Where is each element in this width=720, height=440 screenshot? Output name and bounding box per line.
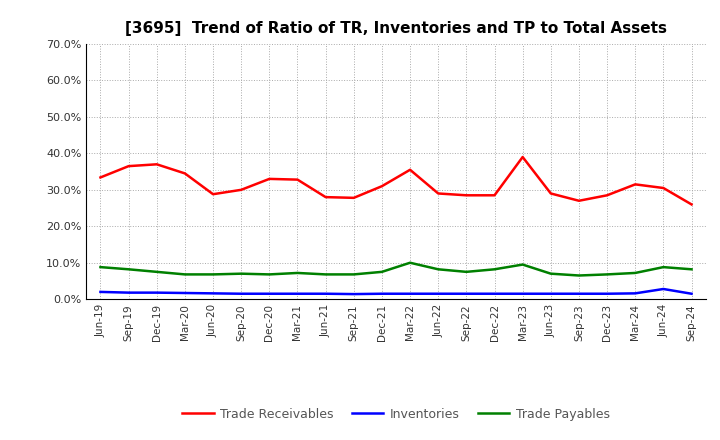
Inventories [490, 291, 499, 297]
Trade Payables [349, 272, 358, 277]
Trade Receivables [603, 193, 611, 198]
Inventories [462, 291, 471, 297]
Trade Payables [265, 272, 274, 277]
Trade Receivables [631, 182, 639, 187]
Inventories [659, 286, 667, 292]
Inventories [209, 291, 217, 296]
Trade Receivables [125, 164, 133, 169]
Trade Receivables [321, 194, 330, 200]
Inventories [518, 291, 527, 297]
Trade Receivables [153, 161, 161, 167]
Inventories [406, 291, 415, 297]
Trade Receivables [518, 154, 527, 160]
Trade Payables [293, 270, 302, 275]
Inventories [153, 290, 161, 295]
Legend: Trade Receivables, Inventories, Trade Payables: Trade Receivables, Inventories, Trade Pa… [177, 403, 615, 425]
Trade Receivables [96, 175, 105, 180]
Inventories [575, 291, 583, 297]
Trade Receivables [687, 202, 696, 207]
Trade Receivables [349, 195, 358, 201]
Trade Receivables [546, 191, 555, 196]
Trade Receivables [181, 171, 189, 176]
Trade Payables [490, 267, 499, 272]
Trade Payables [462, 269, 471, 275]
Trade Payables [321, 272, 330, 277]
Trade Payables [377, 269, 386, 275]
Inventories [546, 291, 555, 297]
Trade Payables [546, 271, 555, 276]
Inventories [377, 291, 386, 297]
Title: [3695]  Trend of Ratio of TR, Inventories and TP to Total Assets: [3695] Trend of Ratio of TR, Inventories… [125, 21, 667, 36]
Trade Receivables [406, 167, 415, 172]
Trade Payables [687, 267, 696, 272]
Trade Payables [125, 267, 133, 272]
Trade Receivables [237, 187, 246, 192]
Line: Trade Receivables: Trade Receivables [101, 157, 691, 205]
Inventories [96, 289, 105, 294]
Inventories [434, 291, 443, 297]
Trade Receivables [659, 185, 667, 191]
Trade Payables [181, 272, 189, 277]
Trade Receivables [462, 193, 471, 198]
Trade Payables [96, 264, 105, 270]
Inventories [265, 291, 274, 297]
Trade Payables [603, 272, 611, 277]
Line: Inventories: Inventories [101, 289, 691, 294]
Inventories [321, 291, 330, 297]
Inventories [349, 291, 358, 297]
Trade Receivables [434, 191, 443, 196]
Trade Payables [209, 272, 217, 277]
Trade Receivables [293, 177, 302, 182]
Line: Trade Payables: Trade Payables [101, 263, 691, 275]
Trade Payables [153, 269, 161, 275]
Inventories [603, 291, 611, 297]
Trade Payables [631, 270, 639, 275]
Trade Receivables [377, 183, 386, 189]
Inventories [125, 290, 133, 295]
Trade Payables [434, 267, 443, 272]
Trade Payables [659, 264, 667, 270]
Inventories [293, 291, 302, 297]
Trade Payables [518, 262, 527, 267]
Trade Payables [575, 273, 583, 278]
Trade Payables [237, 271, 246, 276]
Inventories [631, 291, 639, 296]
Trade Receivables [575, 198, 583, 203]
Trade Receivables [490, 193, 499, 198]
Trade Receivables [209, 191, 217, 197]
Trade Payables [406, 260, 415, 265]
Inventories [237, 291, 246, 297]
Inventories [181, 290, 189, 296]
Inventories [687, 291, 696, 297]
Trade Receivables [265, 176, 274, 182]
